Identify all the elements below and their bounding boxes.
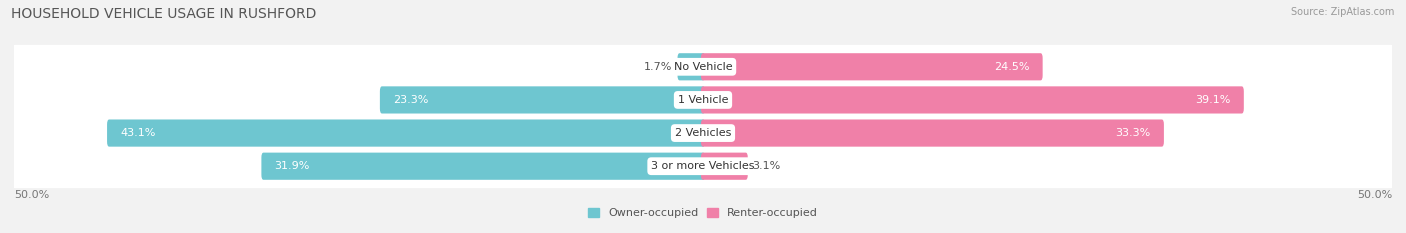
Text: 33.3%: 33.3% — [1115, 128, 1152, 138]
FancyBboxPatch shape — [10, 45, 1396, 89]
FancyBboxPatch shape — [702, 153, 748, 180]
Text: 24.5%: 24.5% — [994, 62, 1029, 72]
Text: No Vehicle: No Vehicle — [673, 62, 733, 72]
FancyBboxPatch shape — [10, 78, 1396, 122]
Text: 50.0%: 50.0% — [14, 190, 49, 200]
Legend: Owner-occupied, Renter-occupied: Owner-occupied, Renter-occupied — [588, 208, 818, 218]
FancyBboxPatch shape — [678, 53, 704, 80]
Text: 1 Vehicle: 1 Vehicle — [678, 95, 728, 105]
FancyBboxPatch shape — [107, 120, 704, 147]
Text: 3.1%: 3.1% — [752, 161, 780, 171]
FancyBboxPatch shape — [262, 153, 704, 180]
Text: 50.0%: 50.0% — [1357, 190, 1392, 200]
Text: 3 or more Vehicles: 3 or more Vehicles — [651, 161, 755, 171]
Text: 43.1%: 43.1% — [120, 128, 156, 138]
FancyBboxPatch shape — [10, 111, 1396, 155]
FancyBboxPatch shape — [702, 120, 1164, 147]
Text: 39.1%: 39.1% — [1195, 95, 1230, 105]
FancyBboxPatch shape — [10, 144, 1396, 188]
Text: 1.7%: 1.7% — [644, 62, 672, 72]
Text: 23.3%: 23.3% — [392, 95, 429, 105]
Text: HOUSEHOLD VEHICLE USAGE IN RUSHFORD: HOUSEHOLD VEHICLE USAGE IN RUSHFORD — [11, 7, 316, 21]
FancyBboxPatch shape — [702, 86, 1244, 113]
FancyBboxPatch shape — [702, 53, 1043, 80]
Text: 31.9%: 31.9% — [274, 161, 309, 171]
FancyBboxPatch shape — [380, 86, 704, 113]
Text: Source: ZipAtlas.com: Source: ZipAtlas.com — [1291, 7, 1395, 17]
Text: 2 Vehicles: 2 Vehicles — [675, 128, 731, 138]
